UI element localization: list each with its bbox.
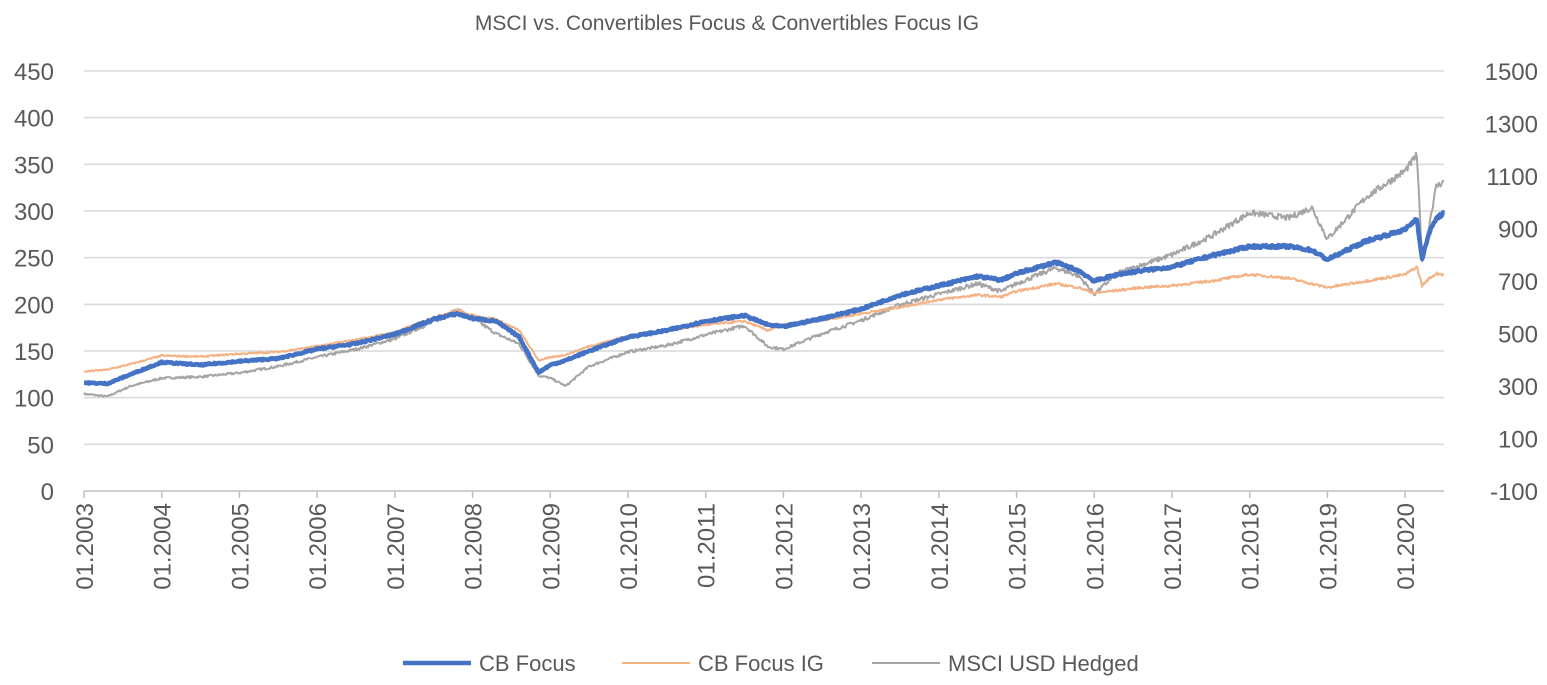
y-left-tick-label: 100 <box>14 386 54 413</box>
chart-title: MSCI vs. Convertibles Focus & Convertibl… <box>475 12 979 35</box>
y-left-tick-label: 450 <box>14 59 54 86</box>
x-tick-label: 01.2003 <box>72 503 99 590</box>
y-left-tick-label: 200 <box>14 292 54 319</box>
x-tick-label: 01.2007 <box>383 503 410 590</box>
y-right-tick-label: 1300 <box>1485 112 1538 139</box>
x-tick-label: 01.2018 <box>1238 503 1265 590</box>
legend-label: MSCI USD Hedged <box>948 651 1139 676</box>
x-tick-label: 01.2015 <box>1005 503 1032 590</box>
x-tick-label: 01.2009 <box>538 503 565 590</box>
y-right-tick-label: 1500 <box>1485 59 1538 86</box>
legend-label: CB Focus IG <box>698 651 824 676</box>
series-line <box>83 265 1445 373</box>
legend-label: CB Focus <box>479 651 576 676</box>
legend: CB Focus CB Focus IG MSCI USD Hedged <box>403 651 1139 676</box>
y-left-tick-label: 350 <box>14 152 54 179</box>
y-right-tick-label: 1100 <box>1486 164 1538 191</box>
x-tick-label: 01.2017 <box>1160 503 1187 590</box>
gridlines <box>84 70 1444 446</box>
x-tick-label: 01.2020 <box>1393 503 1420 590</box>
y-right-tick-label: 300 <box>1498 374 1538 401</box>
y-left-tick-label: 400 <box>14 106 54 133</box>
series-line <box>82 210 1446 387</box>
y-right-tick-label: -100 <box>1490 479 1538 506</box>
y-right-tick-label: 900 <box>1498 217 1538 244</box>
y-left-tick-label: 250 <box>14 246 54 273</box>
x-tick-label: 01.2006 <box>305 503 332 590</box>
y-left-tick-label: 0 <box>41 479 54 506</box>
y-right-tick-label: 100 <box>1498 427 1538 454</box>
series-lines <box>82 151 1446 398</box>
y-left-tick-label: 50 <box>27 432 54 459</box>
axes: 0 50 100 150 200 250 300 350 400 450 -100 100 300 500… <box>14 59 1538 590</box>
y-left-tick-label: 300 <box>14 199 54 226</box>
y-right-tick-label: 700 <box>1498 269 1538 296</box>
x-tick-label: 01.2010 <box>616 503 643 590</box>
x-tick-label: 01.2004 <box>150 503 177 590</box>
x-tick-label: 01.2019 <box>1315 503 1342 590</box>
x-tick-label: 01.2016 <box>1082 503 1109 590</box>
series-line <box>83 151 1445 398</box>
x-tick-label: 01.2014 <box>927 503 954 590</box>
x-tick-label: 01.2005 <box>227 503 254 590</box>
x-tick-label: 01.2008 <box>461 503 488 590</box>
x-tick-label: 01.2012 <box>771 503 798 590</box>
y-left-tick-label: 150 <box>14 339 54 366</box>
x-tick-label: 01.2011 <box>694 503 721 588</box>
y-right-tick-label: 500 <box>1498 322 1538 349</box>
x-tick-label: 01.2013 <box>849 503 876 590</box>
